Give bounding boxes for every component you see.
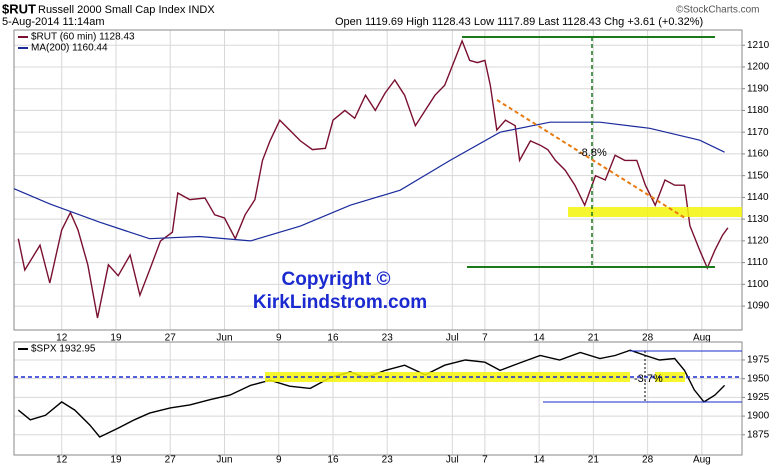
legend-label: $SPX 1932.95 (31, 344, 96, 355)
x-tick-label: Aug (693, 455, 711, 465)
spx-drop-label: -3.7% (634, 373, 663, 385)
y-tick-label: 1950 (747, 373, 770, 384)
x-tick-label: Aug (693, 333, 711, 344)
x-tick-label: 28 (642, 455, 654, 465)
legend-label: $RUT (60 min) 1128.43 (31, 32, 135, 43)
spx-band (265, 372, 630, 382)
x-tick-label: 16 (327, 333, 339, 344)
x-tick-label: 27 (165, 333, 177, 344)
x-tick-label: 14 (534, 333, 546, 344)
y-tick-label: 1975 (747, 355, 770, 366)
spx-band-2 (655, 372, 685, 382)
support-band (568, 207, 742, 217)
y-tick-label: 1170 (747, 127, 769, 138)
date: 5-Aug-2014 11:14am (2, 16, 105, 28)
x-tick-label: 9 (276, 455, 282, 465)
x-tick-label: 16 (327, 455, 339, 465)
x-tick-label: Jun (216, 333, 232, 344)
x-tick-label: 23 (382, 455, 394, 465)
index-name: Russell 2000 Small Cap Index INDX (38, 4, 215, 16)
copyright: Copyright © (282, 269, 391, 290)
y-tick-label: 1190 (747, 83, 769, 94)
x-tick-label: 21 (588, 455, 600, 465)
quote: Open 1119.69 High 1128.43 Low 1117.89 La… (335, 16, 703, 28)
drop-label: -8.8% (578, 147, 607, 159)
y-tick-label: 1120 (747, 236, 769, 247)
y-tick-label: 1100 (747, 279, 769, 290)
x-tick-label: Jul (446, 333, 459, 344)
annotations: -8.8% Copyright © KirkLindstrom.com -3.7… (14, 36, 742, 403)
panel-frame (13, 29, 743, 331)
x-tick-label: 19 (110, 455, 122, 465)
copyright-site: KirkLindstrom.com (253, 292, 427, 313)
y-tick-label: 1875 (747, 429, 770, 440)
y-tick-label: 1130 (747, 214, 769, 225)
x-tick-label: 23 (382, 333, 394, 344)
trend-line (496, 99, 686, 219)
x-tick-label: 7 (482, 455, 488, 465)
y-tick-label: 1180 (747, 105, 769, 116)
y-tick-label: 1200 (747, 62, 770, 73)
x-tick-label: 14 (534, 455, 546, 465)
legend-label: MA(200) 1160.44 (31, 43, 108, 54)
y-tick-label: 1140 (747, 192, 769, 203)
x-tick-label: 12 (56, 455, 68, 465)
x-tick-label: 12 (56, 333, 68, 344)
x-tick-label: 27 (165, 455, 177, 465)
y-tick-label: 1090 (747, 301, 770, 312)
x-tick-label: 21 (588, 333, 600, 344)
x-tick-label: Jun (216, 455, 232, 465)
y-tick-label: 1150 (747, 170, 769, 181)
x-tick-label: 7 (482, 333, 488, 344)
y-tick-label: 1160 (747, 149, 769, 160)
y-tick-label: 1925 (747, 392, 770, 403)
series-line (13, 121, 725, 242)
x-tick-label: 9 (276, 333, 282, 344)
y-tick-label: 1110 (747, 257, 768, 268)
symbol: $RUT (2, 1, 36, 16)
x-tick-label: 28 (642, 333, 654, 344)
source: ©StockCharts.com (676, 5, 760, 16)
y-tick-label: 1210 (747, 40, 770, 51)
plot-layer: 1090 1100 1110 1120 1130 1140 1150 1160 1170 1180… (13, 29, 770, 465)
panel-frame (13, 341, 743, 456)
series-line (17, 38, 729, 319)
x-tick-label: Jul (446, 455, 459, 465)
y-tick-label: 1900 (747, 411, 770, 422)
x-tick-label: 19 (110, 333, 122, 344)
